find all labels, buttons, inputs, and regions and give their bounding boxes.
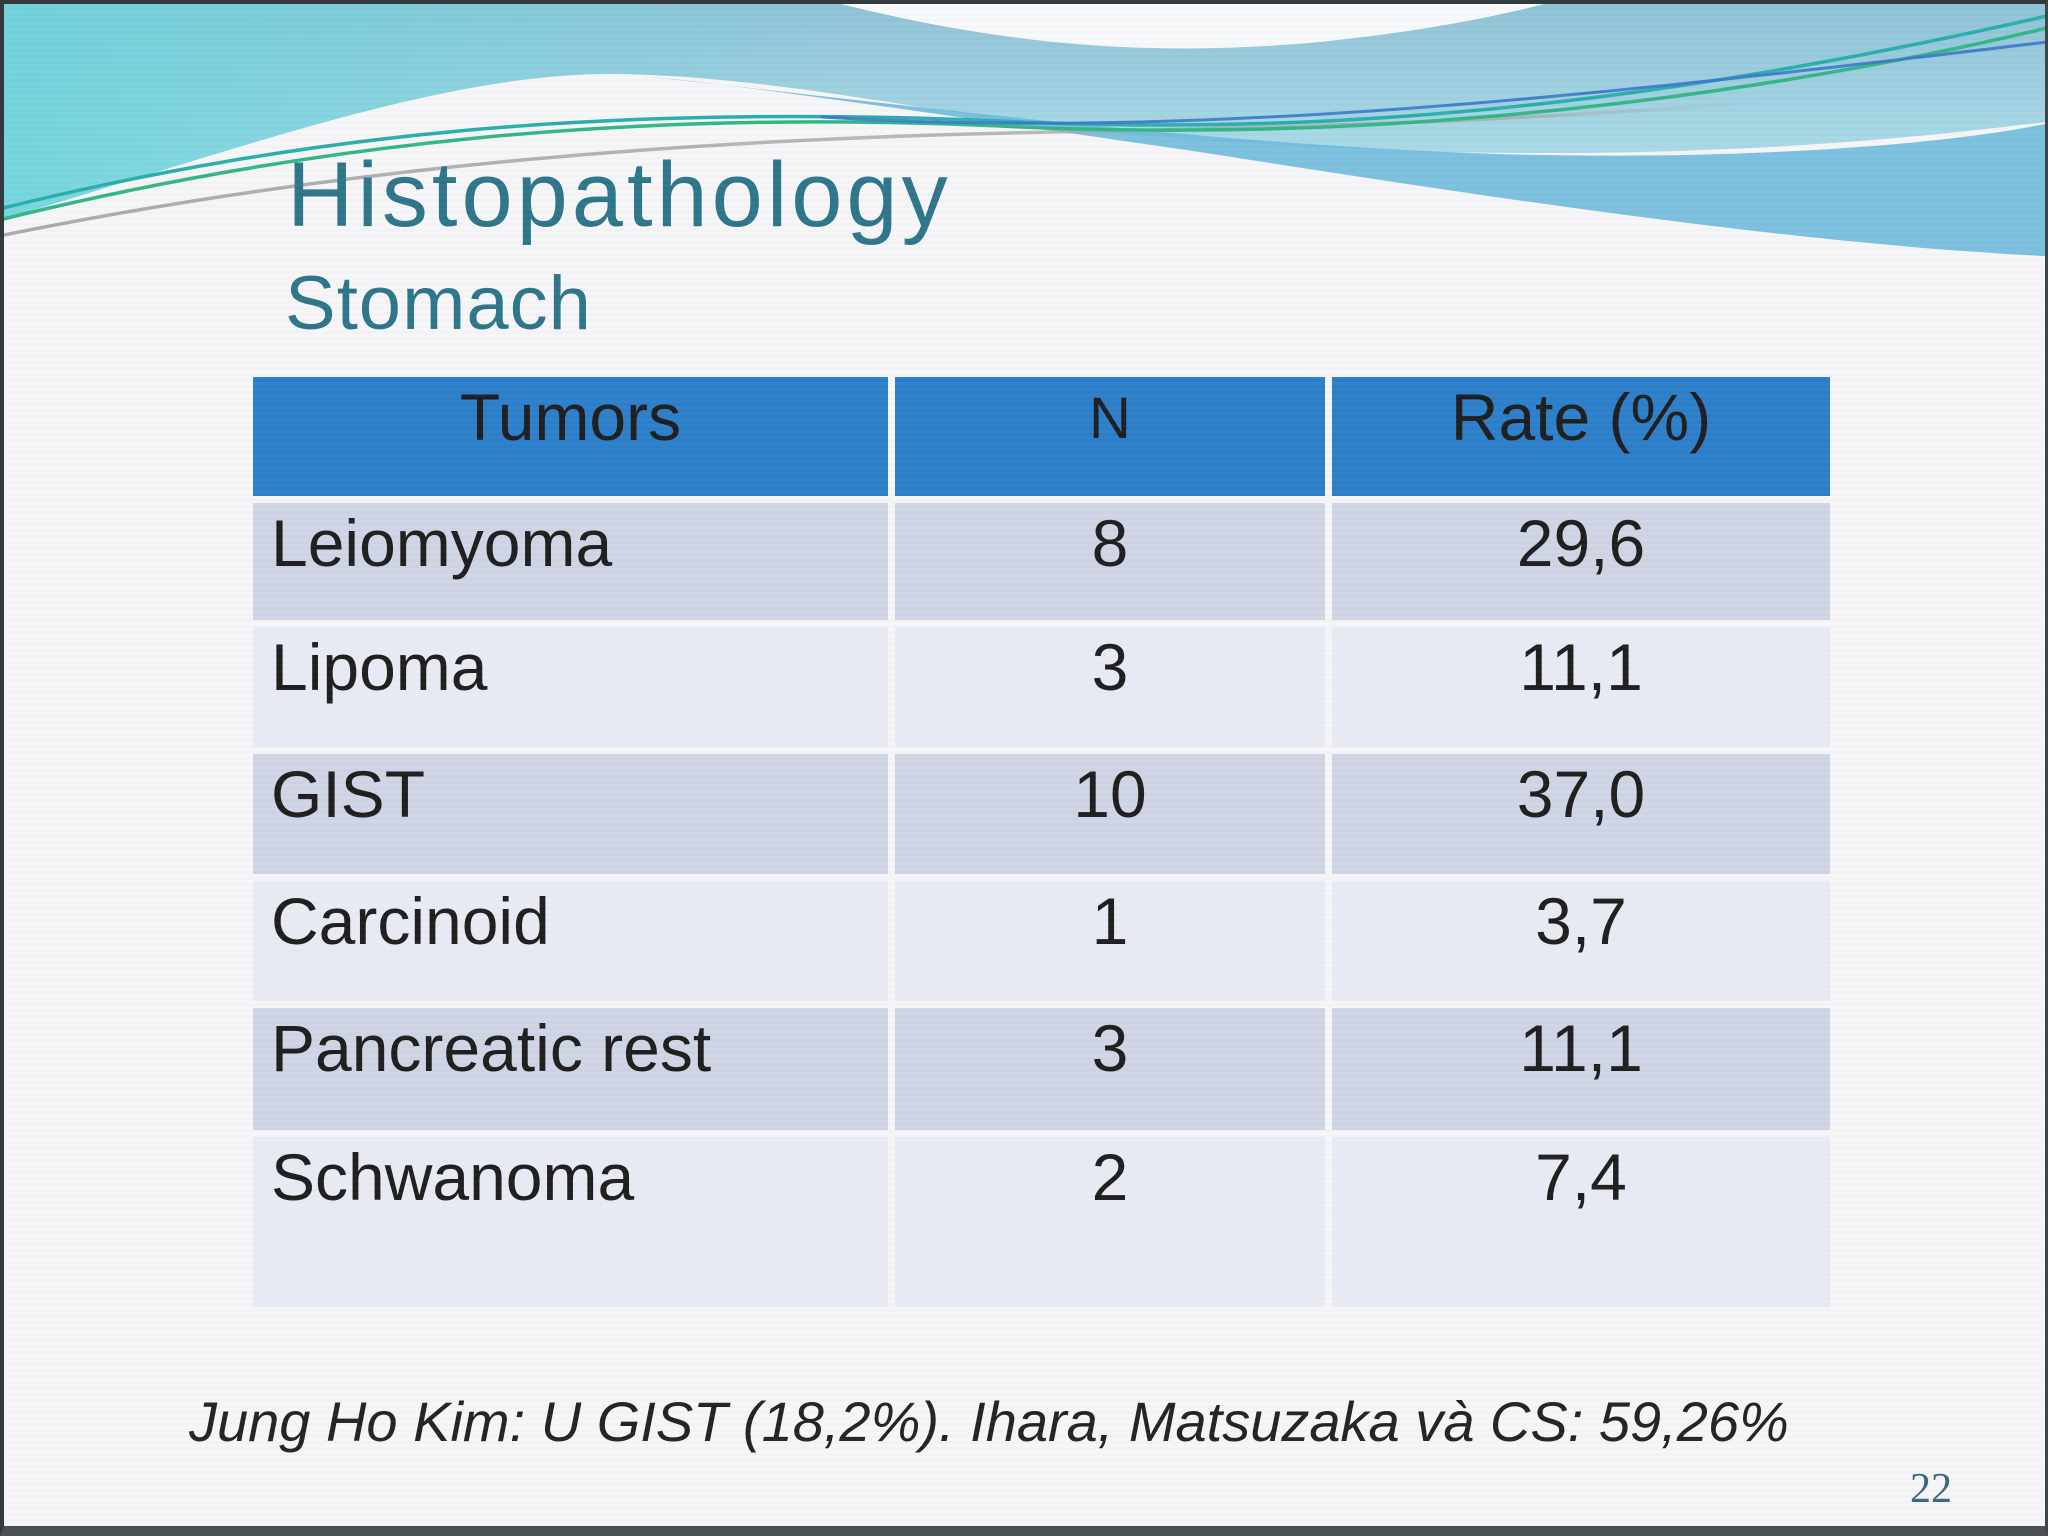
page-title: Histopathology [287, 144, 952, 246]
cell-rate-5: 7,4 [1332, 1137, 1830, 1307]
cell-rate-0: 29,6 [1332, 503, 1830, 620]
cell-n-4: 3 [895, 1008, 1325, 1130]
cell-n-3: 1 [895, 881, 1325, 1001]
cell-n-0: 8 [895, 503, 1325, 620]
cell-tumor-1: Lipoma [253, 627, 888, 747]
wave-line-gray [4, 100, 1759, 237]
cell-tumor-0: Leiomyoma [253, 503, 888, 620]
cell-tumor-3: Carcinoid [253, 881, 888, 1001]
cell-rate-3: 3,7 [1332, 881, 1830, 1001]
slide-page-number: 22 [1910, 1466, 1952, 1512]
wave-sky-turquoise-overlay [4, 4, 2045, 219]
cell-tumor-4: Pancreatic rest [253, 1008, 888, 1130]
wave-white-swoosh [841, 4, 1544, 49]
wave-line-green [4, 26, 2045, 221]
cell-n-2: 10 [895, 754, 1325, 874]
header-cell-n: N [895, 377, 1325, 496]
cell-rate-2: 37,0 [1332, 754, 1830, 874]
cell-rate-1: 11,1 [1332, 627, 1830, 747]
cell-tumor-2: GIST [253, 754, 888, 874]
cell-n-5: 2 [895, 1137, 1325, 1307]
header-wave-decoration [4, 4, 2045, 256]
header-cell-tumors: Tumors [253, 377, 888, 496]
cell-n-1: 3 [895, 627, 1325, 747]
histopathology-table: Tumors N Rate (%) Leiomyoma 8 29,6 Lipom… [253, 377, 1830, 1307]
citation-footnote: Jung Ho Kim: U GIST (18,2%). Ihara, Mats… [189, 1390, 1789, 1453]
cell-rate-4: 11,1 [1332, 1008, 1830, 1130]
wave-line-blue [821, 40, 2045, 125]
header-cell-rate: Rate (%) [1332, 377, 1830, 496]
page-subtitle: Stomach [285, 261, 592, 346]
cell-tumor-5: Schwanoma [253, 1137, 888, 1307]
